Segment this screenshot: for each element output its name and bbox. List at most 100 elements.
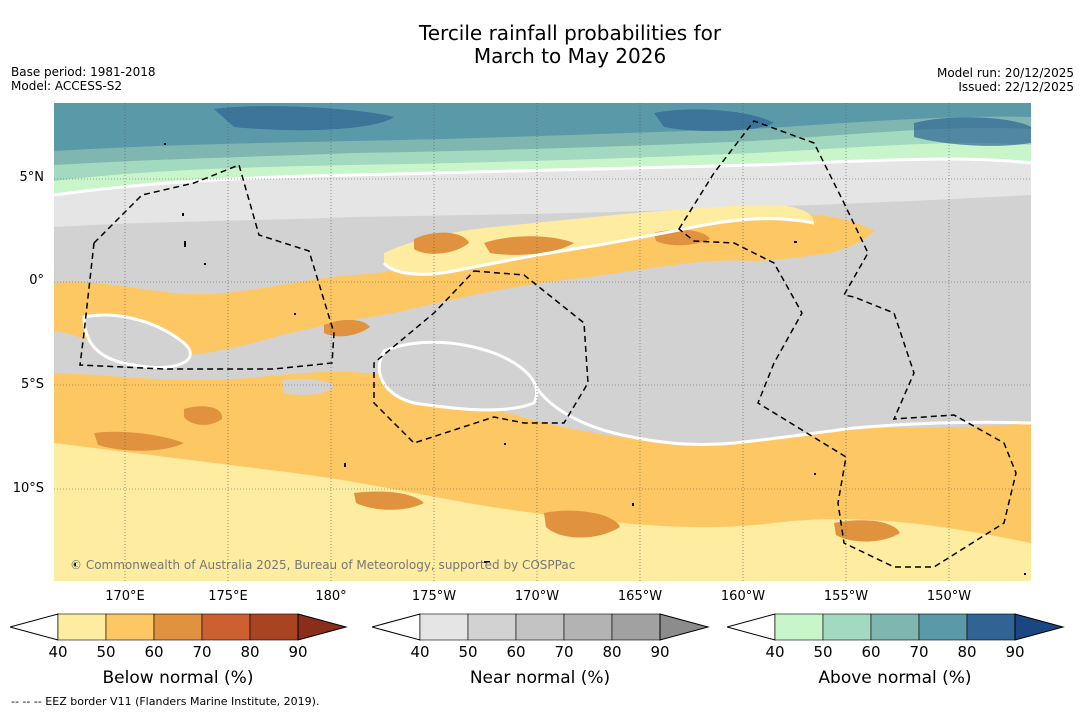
cb-near-seg-1 (419, 613, 469, 641)
near-normal-patch-west (84, 315, 191, 368)
island (814, 473, 816, 475)
island (632, 503, 634, 506)
below-normal-60-patch-3 (324, 319, 370, 337)
lon-label-175e: 175°E (208, 589, 248, 604)
cb-near-seg-2 (467, 613, 517, 641)
near-normal-patch-central (379, 342, 537, 410)
meta-right: Model run: 20/12/2025 Issued: 22/12/2025 (937, 66, 1074, 94)
below-normal-60-patch-5 (94, 431, 184, 451)
islands (74, 143, 1026, 575)
title-line-2: March to May 2026 (473, 44, 667, 68)
cb-above-seg-2 (822, 613, 872, 641)
below-normal-40-north (384, 204, 814, 275)
gridlines (54, 103, 1031, 581)
cb-above-tick: 90 (1005, 643, 1025, 661)
meta-left: Base period: 1981-2018 Model: ACCESS-S2 (11, 65, 156, 93)
lat-label-0: 0° (29, 273, 44, 288)
cb-below-tick: 90 (288, 643, 308, 661)
island (344, 463, 346, 467)
island (294, 313, 296, 315)
near-normal-40 (54, 159, 1031, 227)
below-normal-40-edge (54, 443, 1031, 581)
colorbar-near-normal (372, 613, 710, 641)
cb-above-tick: 40 (765, 643, 785, 661)
cb-near-tick: 40 (410, 643, 430, 661)
cb-below-seg-1 (57, 613, 107, 641)
cb-above-seg-0 (727, 613, 776, 641)
rainfall-map (54, 103, 1031, 581)
colorbar-above-normal (727, 613, 1065, 641)
cb-near-seg-6 (659, 613, 710, 641)
eez-legend-footnote: -- -- -- EEZ border V11 (Flanders Marine… (11, 695, 320, 708)
cb-near-seg-0 (372, 613, 421, 641)
lon-label-155w: 155°W (823, 589, 869, 604)
lon-label-170w: 170°W (514, 589, 560, 604)
lat-label-10s: 10°S (12, 481, 44, 496)
cb-below-tick: 60 (144, 643, 164, 661)
cb-near-tick: 90 (650, 643, 670, 661)
lat-label-5n: 5°N (19, 170, 45, 185)
below-normal-60-patch-9 (834, 520, 900, 542)
cb-near-tick: 70 (554, 643, 574, 661)
lon-label-170e: 170°E (105, 589, 145, 604)
island (184, 241, 186, 247)
lon-label-150w: 150°W (926, 589, 972, 604)
above-normal-90-patch-3 (914, 117, 1031, 146)
island (1024, 573, 1026, 575)
cb-above-seg-1 (774, 613, 824, 641)
boundary-west (82, 313, 192, 369)
cb-above-tick: 80 (957, 643, 977, 661)
boundary-central (378, 340, 539, 412)
cb-below-tick: 80 (240, 643, 260, 661)
cb-above-title: Above normal (%) (818, 668, 972, 688)
eez-border-east (678, 120, 1017, 568)
title-line-1: Tercile rainfall probabilities for (418, 21, 722, 45)
cb-below-seg-2 (105, 613, 155, 641)
cb-below-seg-5 (249, 613, 299, 641)
cb-below-seg-4 (201, 613, 251, 641)
issued-text: Issued: 22/12/2025 (958, 80, 1074, 94)
island (182, 213, 184, 216)
above-normal-90-patch-1 (214, 106, 394, 131)
cb-near-tick: 50 (458, 643, 478, 661)
cb-above-tick: 70 (909, 643, 929, 661)
island (204, 263, 206, 265)
lon-label-165w: 165°W (617, 589, 663, 604)
cb-below-tick: 70 (192, 643, 212, 661)
below-normal-60-patch-7 (544, 510, 620, 538)
cb-near-tick: 80 (602, 643, 622, 661)
cb-below-title: Below normal (%) (102, 668, 254, 688)
cb-above-seg-6 (1014, 613, 1065, 641)
boundary-north (54, 157, 1031, 197)
lat-label-5s: 5°S (20, 377, 44, 392)
lon-label-160w: 160°W (720, 589, 766, 604)
below-normal-60-patch-2 (484, 236, 574, 255)
eez-borders (79, 120, 1017, 568)
cb-above-tick: 60 (861, 643, 881, 661)
lon-label-180: 180° (315, 589, 347, 604)
model-text: Model: ACCESS-S2 (11, 79, 123, 93)
below-normal-60-patch-4 (184, 406, 223, 425)
island (484, 561, 490, 563)
cb-near-seg-4 (563, 613, 613, 641)
island (504, 443, 506, 445)
cb-above-seg-5 (966, 613, 1016, 641)
near-normal-patch-small (282, 378, 334, 395)
cb-near-tick: 60 (506, 643, 526, 661)
boundary-south (532, 382, 1031, 447)
cb-below-seg-3 (153, 613, 203, 641)
below-normal-60-patch-1 (414, 232, 469, 254)
island (74, 563, 76, 566)
eez-border-west (79, 163, 335, 370)
boundary-tongue (382, 217, 815, 276)
cb-below-seg-0 (10, 613, 59, 641)
cb-near-seg-3 (515, 613, 565, 641)
model-run-text: Model run: 20/12/2025 (936, 66, 1074, 80)
copyright-text: © Commonwealth of Australia 2025, Bureau… (70, 558, 576, 572)
above-normal-90-patch-2 (654, 109, 774, 132)
map-title: Tercile rainfall probabilities for March… (0, 22, 1085, 68)
cb-below-tick: 50 (96, 643, 116, 661)
colorbar-below-normal (10, 613, 348, 641)
below-normal-60-patch-6 (354, 491, 424, 510)
below-normal-central-tongue (54, 214, 874, 358)
